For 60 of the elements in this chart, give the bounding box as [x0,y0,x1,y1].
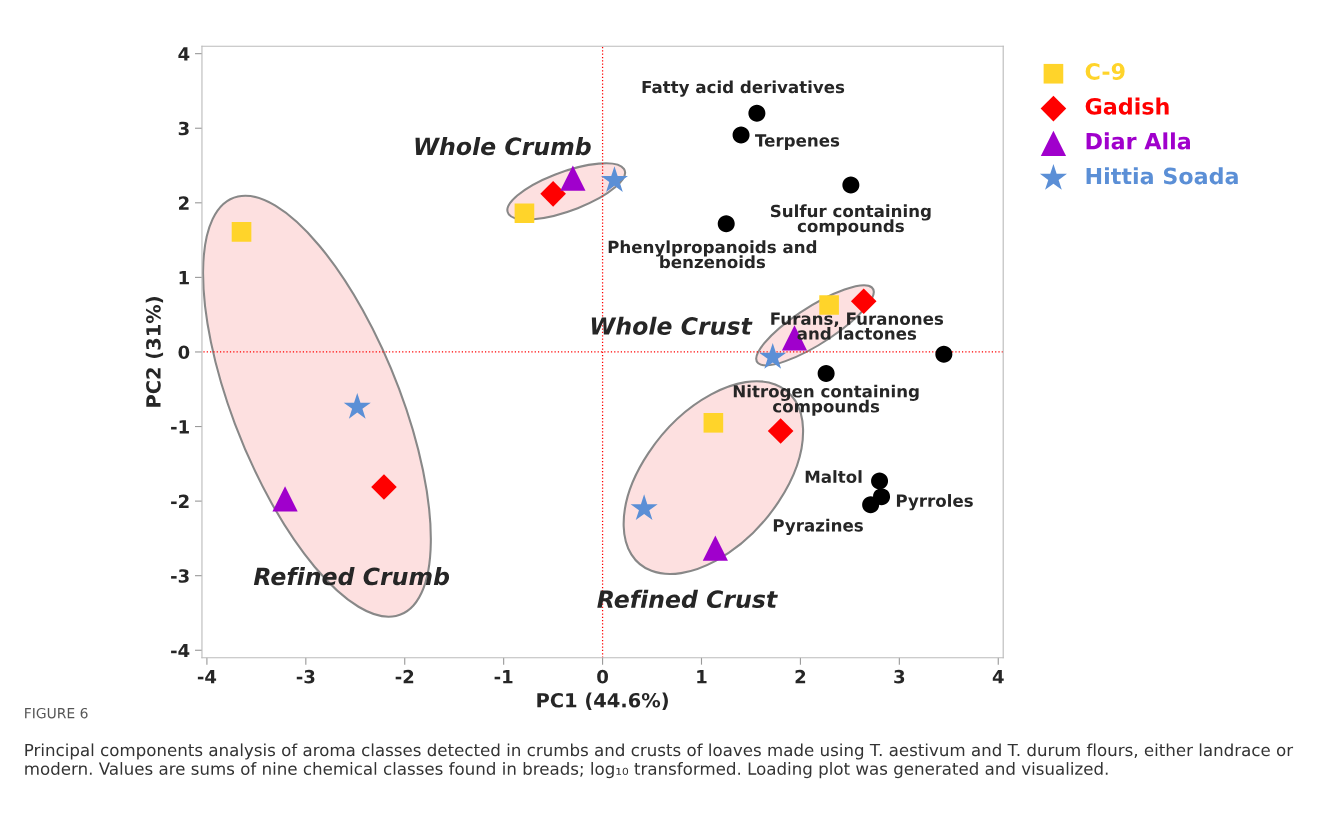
point [717,215,735,233]
point [702,535,728,561]
point [231,222,252,242]
annotation: Pyrroles [896,494,973,511]
point [862,496,880,514]
y-tick-label: 1 [179,271,189,285]
y-tick-label: 4 [178,47,190,61]
x-tick-label: -1 [494,670,513,684]
x-tick-label: 3 [894,669,905,684]
x-axis-title: PC1 (44.6%) [537,692,668,710]
annotation: Whole Crumb [415,136,591,156]
annotation: Refined Crumb [253,567,450,586]
point [343,392,371,419]
x-tick-label: -3 [296,669,315,684]
point [817,365,835,383]
legend-label: Gadish [1085,97,1169,115]
x-tick-label: 4 [992,670,1004,684]
annotation: Fatty acid derivatives [642,80,845,97]
y-tick-label: 3 [178,121,189,136]
annotation: Nitrogen containing compounds [733,384,919,416]
point [842,176,860,194]
annotation: Furans, Furanones and lactones [771,312,944,340]
legend-label: C-9 [1085,63,1125,80]
point [600,166,628,192]
point [759,342,787,369]
annotation: Pyrazines [773,518,863,535]
point [767,418,794,444]
point [935,345,953,363]
point [272,486,298,512]
y-tick-label: -2 [171,494,189,508]
text: Principal components analysis of aroma classes detected in crumbs and crusts of loaves made using T. aestivum and T. durum flours, either landrace or modern. Values are sums of nine chemical classes found in breads; log₁₀ transformed. Loading plot was generated and visualized. [25,743,1294,779]
x-tick-label: 2 [795,669,806,684]
point [371,474,397,500]
y-tick-label: -4 [171,643,190,658]
point [871,472,889,490]
legend-label: Diar Alla [1086,132,1190,150]
x-tick-label: 0 [597,669,608,684]
x-tick-label: 1 [697,670,707,684]
point [732,126,750,144]
point [560,165,586,191]
annotation: Terpenes [755,134,840,150]
point [630,494,658,521]
legend-label: Hittia Soada [1086,167,1238,185]
y-tick-label: 2 [179,196,189,210]
x-tick-label: -4 [197,670,217,684]
y-tick-label: -3 [171,569,189,583]
annotation: Maltol [805,470,862,484]
y-tick-label: -1 [171,420,189,434]
annotation: Sulfur containing compounds [770,204,931,236]
y-axis-title: PC2 (31%) [145,297,164,407]
annotation: Phenylpropanoids and benzenoids [608,240,817,269]
point [540,181,566,207]
caption: FIGURE 6 [25,707,88,719]
point [748,104,766,122]
point [703,412,724,433]
point [514,203,535,224]
annotation: Refined Crust [597,589,778,609]
annotation: Whole Crust [591,316,753,335]
y-tick-label: 0 [178,345,190,360]
x-tick-label: -2 [395,669,414,684]
